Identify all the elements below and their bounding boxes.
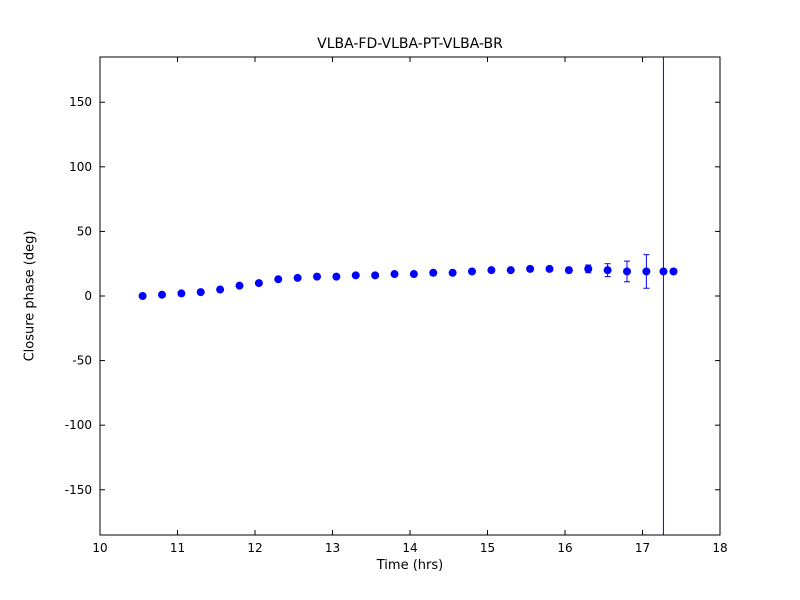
x-tick-label: 11 (170, 541, 185, 555)
data-point (138, 292, 147, 300)
data-point (506, 266, 515, 275)
data-point (313, 272, 321, 281)
data-point (390, 270, 399, 279)
data-point (623, 267, 631, 276)
y-tick-label: 100 (69, 160, 92, 174)
data-point (235, 281, 244, 290)
data-point (429, 268, 438, 277)
data-point (659, 267, 668, 276)
y-tick-label: 50 (77, 224, 92, 238)
x-axis-label: Time (hrs) (376, 558, 444, 573)
data-points (138, 264, 678, 300)
x-tick-label: 12 (247, 541, 262, 555)
data-point (371, 271, 380, 280)
x-tick-label: 18 (712, 541, 727, 555)
y-tick-label: 150 (69, 95, 92, 109)
data-point (545, 264, 554, 273)
data-point (196, 288, 205, 297)
y-axis-label: Closure phase (deg) (22, 230, 38, 362)
tick-labels: 10 11 12 13 14 15 16 17 18 -150 -100 -50 0 50 100 150 (65, 95, 728, 555)
axis-ticks (99, 57, 721, 535)
data-point (177, 289, 186, 298)
data-point (642, 267, 651, 276)
x-tick-label: 15 (480, 541, 495, 555)
data-point (293, 273, 302, 282)
x-tick-label: 16 (557, 541, 572, 555)
data-point (526, 264, 535, 273)
data-point (274, 275, 283, 284)
x-tick-label: 13 (325, 541, 340, 555)
data-point (216, 285, 225, 294)
data-point (468, 267, 476, 276)
data-point (487, 266, 496, 275)
x-tick-label: 17 (635, 541, 650, 555)
data-point (332, 272, 341, 281)
y-tick-label: -50 (72, 354, 92, 368)
data-point (603, 266, 612, 275)
y-tick-label: -150 (65, 483, 92, 497)
chart-title: VLBA-FD-VLBA-PT-VLBA-BR (317, 36, 503, 52)
y-tick-label: 0 (84, 289, 92, 303)
data-point (584, 264, 593, 273)
x-tick-label: 14 (402, 541, 417, 555)
data-point (254, 279, 263, 288)
data-point (669, 267, 678, 276)
data-point (564, 266, 573, 275)
x-tick-label: 10 (92, 541, 107, 555)
axes-frame (99, 56, 721, 536)
data-point (158, 290, 166, 299)
data-point (351, 271, 360, 280)
y-tick-label: -100 (65, 418, 92, 432)
error-bars (139, 57, 677, 535)
data-point (409, 270, 418, 279)
data-point (448, 268, 457, 277)
